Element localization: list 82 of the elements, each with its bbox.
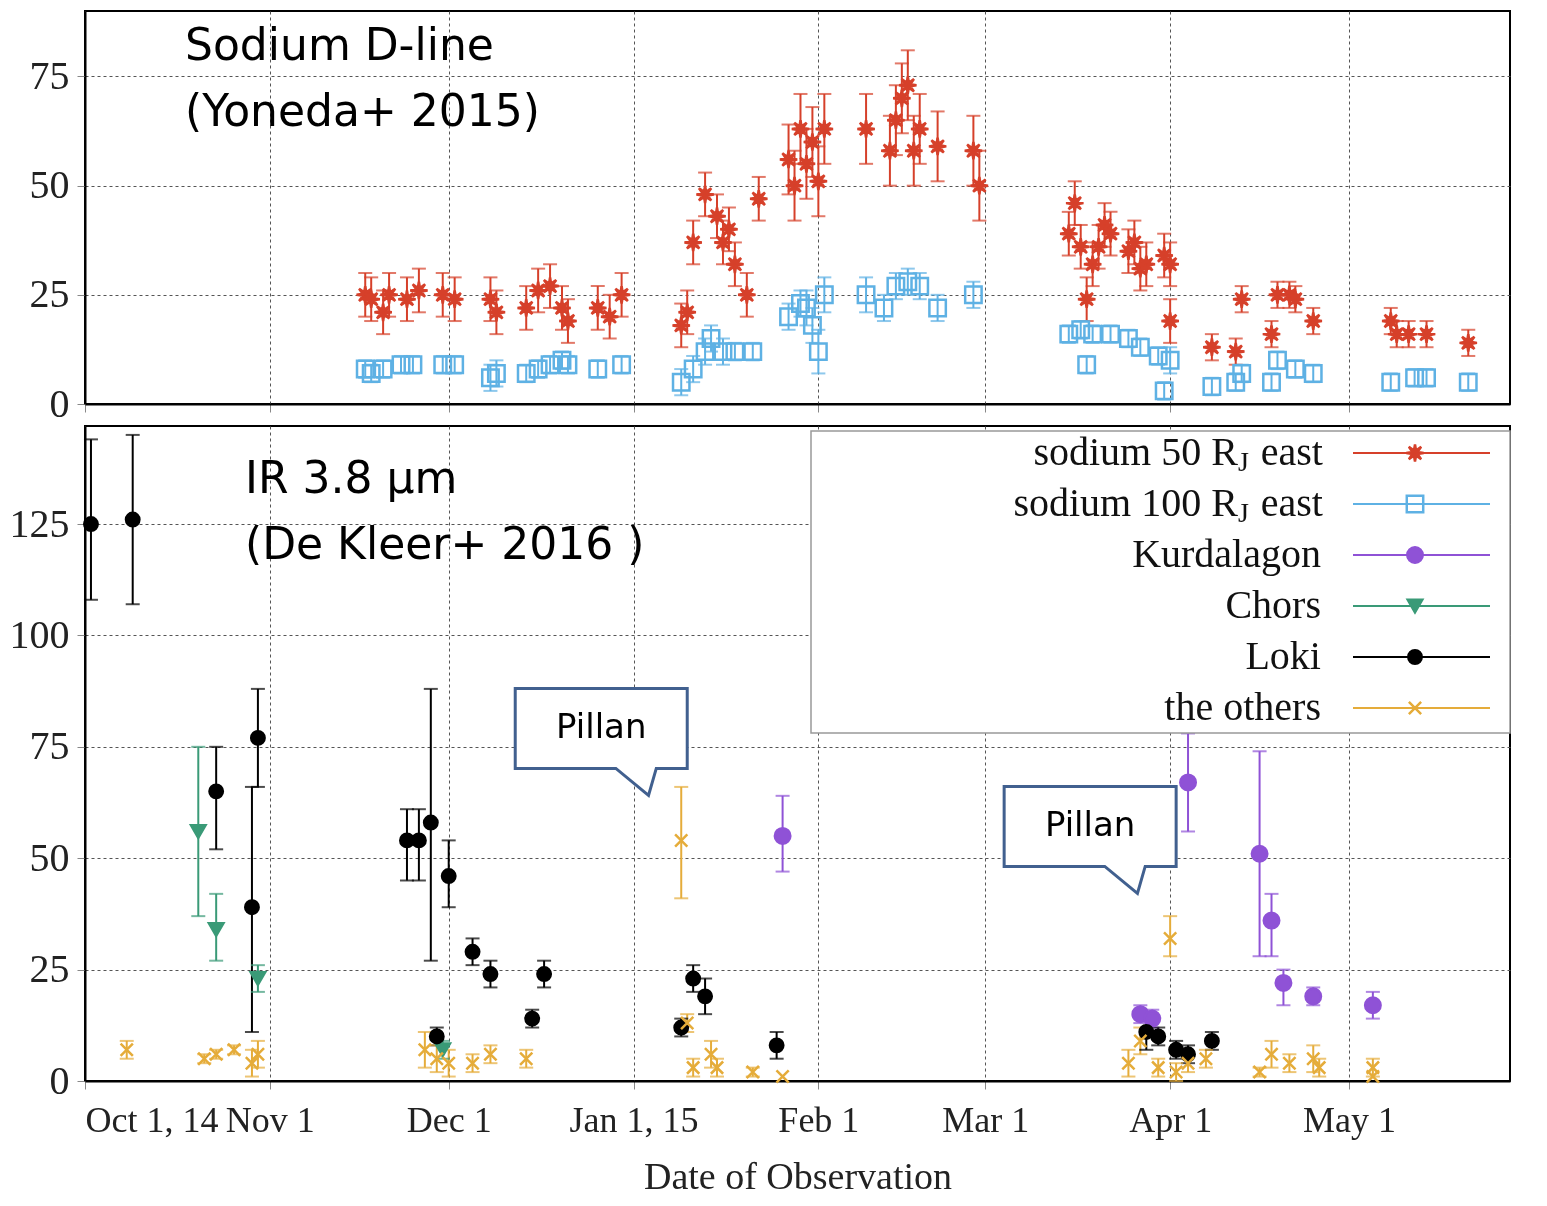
annotation: IR 3.8 µm (De Kleer+ 2016 ): [245, 452, 645, 569]
point: [1363, 996, 1382, 1015]
legend-label: Loki: [1245, 633, 1321, 678]
point: [779, 307, 799, 327]
x-axis-title: Date of Observation: [643, 1154, 953, 1197]
x-tick-label: May 1: [1303, 1099, 1397, 1140]
y-tick-label: 0: [49, 380, 70, 426]
point: [1121, 1055, 1136, 1071]
y-tick-label: 50: [29, 162, 70, 208]
point: [1274, 973, 1293, 992]
point: [791, 294, 810, 314]
point: [1365, 1069, 1381, 1084]
point: [928, 298, 948, 318]
point: [249, 970, 267, 987]
point: [856, 285, 876, 305]
point: [898, 272, 918, 292]
point: [486, 363, 506, 383]
point: [673, 833, 689, 848]
y-tick-label: 25: [29, 271, 70, 317]
point: [874, 298, 894, 318]
legend-label: the others: [1164, 684, 1321, 729]
y-tick-label: 25: [29, 946, 70, 992]
x-tick-label: Mar 1: [942, 1099, 1030, 1140]
x-tick-label: Feb 1: [778, 1099, 860, 1140]
point: [207, 921, 225, 938]
point: [695, 342, 715, 362]
legend-label: Chors: [1225, 582, 1322, 627]
annotation: Sodium D-line (Yoneda+ 2015): [185, 19, 540, 136]
point: [1264, 1046, 1279, 1062]
point: [697, 988, 714, 1005]
point: [1162, 931, 1178, 946]
point: [1179, 773, 1198, 792]
point: [480, 368, 500, 388]
point: [671, 372, 691, 392]
point: [775, 1069, 790, 1084]
point: [703, 1046, 719, 1062]
point: [1250, 844, 1269, 863]
y-tick-label: 50: [29, 834, 70, 880]
point: [440, 868, 457, 884]
x-tick-label: Nov 1: [225, 1099, 315, 1140]
point: [482, 966, 499, 983]
point: [796, 298, 816, 318]
point: [243, 899, 260, 916]
point: [536, 966, 553, 983]
y-tick-label: 75: [29, 723, 70, 769]
point: [422, 814, 439, 831]
y-tick-label: 100: [9, 611, 70, 657]
point: [1160, 350, 1180, 370]
x-tick-label: Dec 1: [406, 1099, 492, 1140]
point: [802, 315, 822, 335]
y-tick-label: 75: [29, 53, 70, 98]
point: [189, 823, 207, 839]
point: [83, 516, 99, 532]
y-tick-label: 125: [9, 500, 70, 546]
point: [1132, 1033, 1148, 1049]
x-tick-label: Jan 1, 15: [569, 1099, 699, 1140]
point: [244, 1055, 260, 1071]
y-tick-label: 0: [49, 1057, 70, 1103]
point: [814, 285, 834, 305]
point: [773, 826, 792, 845]
point: [1262, 911, 1281, 930]
point: [963, 285, 983, 305]
point: [249, 729, 266, 746]
legend-label: Kurdalagon: [1132, 531, 1321, 576]
x-tick-label: Apr 1: [1129, 1099, 1213, 1140]
point: [713, 342, 733, 362]
point: [808, 342, 828, 362]
point: [910, 276, 930, 296]
point: [685, 970, 702, 987]
point: [701, 329, 721, 348]
point: [683, 359, 703, 379]
x-tick-label: Oct 1, 14: [85, 1099, 219, 1140]
point: [768, 1037, 785, 1054]
point: [417, 1042, 433, 1058]
point: [1305, 1051, 1321, 1067]
point: [464, 943, 481, 960]
annotation: Pillan: [555, 706, 647, 747]
point: [410, 832, 427, 849]
point: [886, 276, 906, 296]
annotation: Pillan: [1044, 804, 1136, 845]
point: [208, 783, 225, 800]
point: [124, 511, 141, 528]
